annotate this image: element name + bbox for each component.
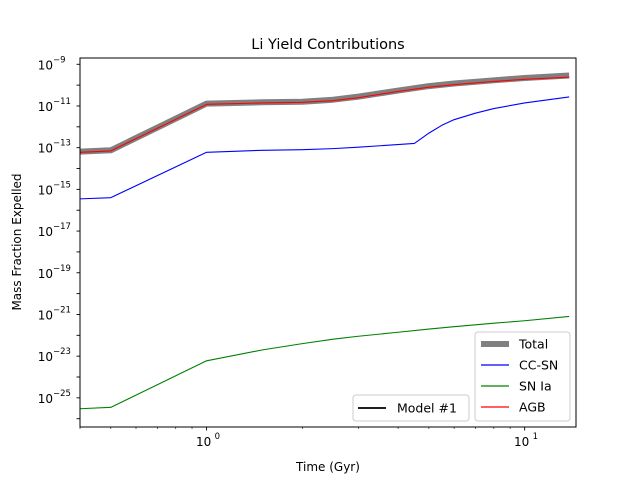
y-tick-exponent: −11 [53,97,71,107]
series-line-total [80,72,570,155]
y-tick-label: 10 [38,58,53,72]
y-tick-exponent: −25 [53,389,71,399]
x-tick-exponent: 0 [215,432,220,442]
x-tick-label: 10 [196,435,211,449]
y-tick-exponent: −23 [53,347,71,357]
model-legend-box [352,394,470,422]
y-tick-label: 10 [38,350,53,364]
y-tick-label: 10 [38,267,53,281]
y-tick-label: 10 [38,225,53,239]
x-tick-label: 10 [514,435,529,449]
series-line-sn-ia [80,315,570,410]
y-tick-label: 10 [38,183,53,197]
y-tick-label: 10 [38,392,53,406]
y-tick-exponent: −21 [53,305,71,315]
y-tick-label: 10 [38,142,53,156]
chart-title: Li Yield Contributions [251,37,404,53]
plot-frame [79,57,577,428]
model-legend: Model #1 [352,394,470,422]
x-tick-exponent: 1 [533,432,538,442]
x-axis-label: Time (Gyr) [295,460,360,474]
y-tick-exponent: −9 [53,55,66,65]
series-line-cc-sn [80,96,570,200]
legend-label-agb: AGB [519,400,546,415]
y-tick-exponent: −17 [53,222,71,232]
y-tick-label: 10 [38,308,53,322]
series-line-agb [80,76,570,153]
y-tick-exponent: −13 [53,139,71,149]
y-axis-label: Mass Fraction Expelled [10,173,24,310]
legend-label-cc-sn: CC-SN [519,358,558,373]
y-tick-label: 10 [38,100,53,114]
series-legend: Total CC-SN SN Ia AGB [474,331,571,422]
y-tick-exponent: −15 [53,180,71,190]
model-legend-label: Model #1 [397,401,457,416]
series-layer [80,72,570,410]
x-axis: 10 0 10 1 [79,427,538,449]
y-tick-exponent: −19 [53,264,71,274]
series-legend-box [474,331,571,422]
legend-label-total: Total [518,337,548,352]
legend-label-sn-ia: SN Ia [519,379,552,394]
